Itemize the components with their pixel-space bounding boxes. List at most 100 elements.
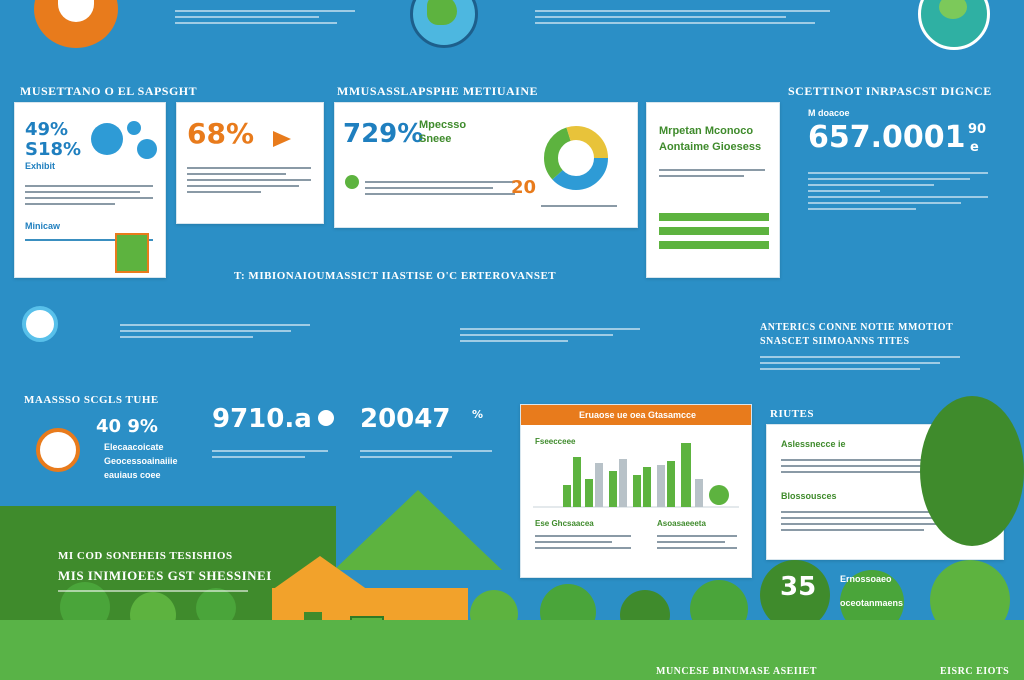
card4-text: [659, 165, 765, 181]
chart-card-label-c: Asoasaeeeta: [657, 519, 706, 528]
chart-bar: [573, 457, 581, 507]
card1-sub-lines: [25, 235, 153, 245]
tree-icon: [760, 560, 830, 630]
right-stat-suffix-b: e: [970, 140, 979, 155]
ground: [0, 620, 1024, 680]
mid-text-b: [460, 324, 640, 346]
stats-left-title: MAASSSO SCGLS TUHE: [24, 394, 159, 406]
bottom-stat-label-a: Ernossoaeo: [840, 574, 892, 584]
water-ring-icon: [22, 306, 58, 342]
stats-num-1-circle-icon: [318, 410, 334, 426]
card3-title-b: Sneee: [419, 133, 452, 145]
stat-card-3: 729% Mpecsso Sneee 20: [334, 102, 638, 228]
chart-card-text-a: [535, 531, 631, 553]
bottom-stat-label-b: oceotanmaens: [840, 598, 904, 608]
stats-left-pct: 40 9%: [96, 416, 158, 437]
stats-left-line-1: Elecaacoicate: [104, 442, 164, 452]
chart-bar: [633, 475, 641, 507]
chart-card-text-b: [657, 531, 737, 553]
top-text-lines-b: [535, 6, 830, 28]
house-roof-icon: [272, 556, 368, 590]
top-text-lines-a: [175, 6, 355, 28]
card1-text: [25, 181, 153, 209]
mid-right-heading-line2: SNASCET SIIMOANNS TITES: [760, 336, 910, 347]
bar-chart: [533, 443, 739, 508]
card1-pct-a: 49%: [25, 119, 69, 140]
chart-bar: [595, 463, 603, 507]
section-left-title: MUSETTANO O EL SAPSGHT: [20, 84, 198, 98]
chart-card-label-a: Fseecceee: [535, 437, 576, 446]
leaf-icon: [345, 175, 359, 189]
tree-icon: [920, 396, 1024, 546]
card3-text: [365, 177, 515, 199]
card2-pct: 68%: [187, 117, 255, 150]
bubble-small-icon: [137, 139, 157, 159]
building-icon: [115, 233, 149, 273]
section-right-title: SCETTINOT INRPASCST DIGNCE: [788, 84, 992, 98]
chart-bar: [681, 443, 691, 507]
stats-num-1: 9710.a: [212, 404, 312, 434]
card4-title-a: Mrpetan Mconoco: [659, 125, 754, 137]
card1-sub: Minicaw: [25, 221, 61, 231]
card4-bar-3: [659, 241, 769, 249]
stats-left-line-3: eauiaus coee: [104, 470, 161, 480]
notes-heading: RIUTES: [770, 408, 814, 420]
mid-right-text: [760, 352, 960, 374]
chart-card-title: Eruaose ue oea Gtasamcce: [579, 410, 697, 420]
stat-card-1: 49% S18% Exhibit Minicaw: [14, 102, 166, 278]
chart-bar: [695, 479, 703, 507]
chart-bar: [657, 465, 665, 507]
stats-num-2-text: [360, 446, 492, 462]
water-drop-icon: [91, 123, 123, 155]
arrow-icon: [273, 131, 291, 147]
chart-card: Eruaose ue oea Gtasamcce Fseecceee Ese G…: [520, 404, 752, 578]
footer-center: MUNCESE BINUMASE ASEIIET: [656, 666, 817, 677]
mid-text-a: [120, 320, 310, 342]
notes-title: Aslessnecce ie: [781, 439, 846, 449]
notes-sub: Blossousces: [781, 491, 837, 501]
card3-caption: [541, 201, 617, 211]
card3-title-a: Mpecsso: [419, 119, 467, 131]
chart-bar: [609, 471, 617, 507]
card1-tag: Exhibit: [25, 161, 56, 171]
stats-num-2-suffix: %: [472, 408, 484, 421]
card2-text: [187, 163, 311, 197]
stats-num-2: 20047: [360, 404, 451, 434]
chart-bar: [563, 485, 571, 507]
footer-right: eisrc eiots: [940, 666, 1010, 677]
bottom-left-line-1: MI COD SONEHEIS TESISHIOS: [58, 550, 233, 562]
card1-pct-b: S18%: [25, 139, 82, 160]
bottom-left-line-2: MIS INIMIOEES GST SHESSINEI: [58, 568, 272, 583]
stats-num-1-text: [212, 446, 328, 462]
no-pollution-icon: [36, 428, 80, 472]
stats-left-line-2: Geocessoainaiiie: [104, 456, 178, 466]
chart-bar: [585, 479, 593, 507]
right-stat-label: M doacoe: [808, 108, 850, 118]
chart-bar: [643, 467, 651, 507]
bottom-left-text: [58, 586, 248, 596]
notes-text-b: [781, 507, 985, 535]
card4-bar-2: [659, 227, 769, 235]
stat-card-4: Mrpetan Mconoco Aontaime Gioesess: [646, 102, 780, 278]
section-mid-title: MMUSASSLAPSPHE METIUAINE: [337, 84, 539, 98]
right-stat-value: 657.0001: [808, 120, 966, 155]
chart-card-label-b: Ese Ghcsaacea: [535, 519, 594, 528]
mid-right-heading-line1: ANTERICS CONNE NOTIE MMOTIOT: [760, 322, 954, 333]
card3-pct: 729%: [343, 119, 424, 149]
right-stat-suffix-a: 90: [968, 122, 987, 137]
chart-card-header: [521, 405, 751, 425]
right-stat-text: [808, 168, 988, 214]
bottom-stat-value: 35: [780, 572, 817, 602]
card4-bar-1: [659, 213, 769, 221]
globe-icon: [410, 0, 478, 48]
donut-chart: [544, 126, 608, 190]
center-heading: T: MIBIONAIOUMASSICT IIASTISE O'C ERTERO…: [234, 270, 557, 282]
notes-text-a: [781, 455, 985, 477]
card4-title-b: Aontaime Gioesess: [659, 141, 762, 153]
chart-bar: [667, 461, 675, 507]
bubble-icon: [127, 121, 141, 135]
globe-right-icon: [918, 0, 990, 50]
chart-bar: [619, 459, 627, 507]
stat-card-2: 68%: [176, 102, 324, 224]
card3-number: 20: [511, 177, 537, 198]
